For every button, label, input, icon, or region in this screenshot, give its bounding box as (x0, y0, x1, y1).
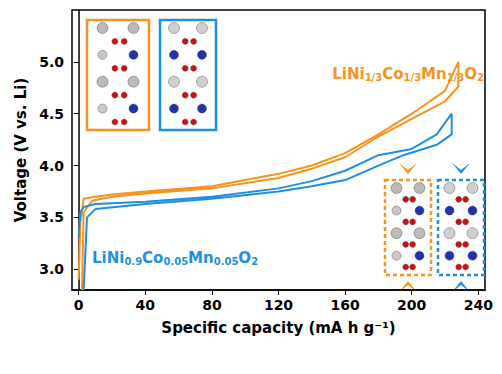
svg-text:4.5: 4.5 (39, 106, 64, 122)
svg-text:1/3: 1/3 (446, 71, 465, 83)
svg-text:80: 80 (202, 297, 222, 313)
svg-text:Co: Co (142, 249, 163, 267)
svg-text:Mn: Mn (421, 65, 447, 83)
svg-text:Mn: Mn (188, 249, 214, 267)
svg-text:240: 240 (464, 297, 493, 313)
svg-text:3.5: 3.5 (39, 209, 64, 225)
svg-text:Specific capacity (mA h g⁻¹): Specific capacity (mA h g⁻¹) (161, 319, 395, 337)
svg-text:Co: Co (382, 65, 403, 83)
svg-text:200: 200 (397, 297, 426, 313)
svg-text:40: 40 (136, 297, 156, 313)
svg-text:O: O (238, 249, 251, 267)
svg-text:4.0: 4.0 (39, 158, 64, 174)
svg-text:2: 2 (251, 256, 258, 267)
svg-text:0: 0 (74, 297, 84, 313)
svg-text:2: 2 (477, 72, 484, 83)
svg-text:3.0: 3.0 (39, 261, 64, 277)
svg-text:160: 160 (330, 297, 359, 313)
svg-text:1/3: 1/3 (365, 72, 383, 83)
svg-text:120: 120 (264, 297, 293, 313)
svg-text:5.0: 5.0 (39, 54, 64, 70)
svg-text:O: O (464, 65, 477, 83)
svg-text:LiNi: LiNi (332, 65, 364, 83)
svg-text:LiNi: LiNi (92, 249, 124, 267)
svg-text:1/3: 1/3 (404, 72, 422, 83)
svg-text:Voltage (V vs. Li): Voltage (V vs. Li) (12, 78, 30, 223)
svg-text:0.05: 0.05 (163, 256, 188, 267)
svg-text:0.9: 0.9 (124, 256, 142, 267)
svg-text:0.05: 0.05 (214, 256, 239, 267)
